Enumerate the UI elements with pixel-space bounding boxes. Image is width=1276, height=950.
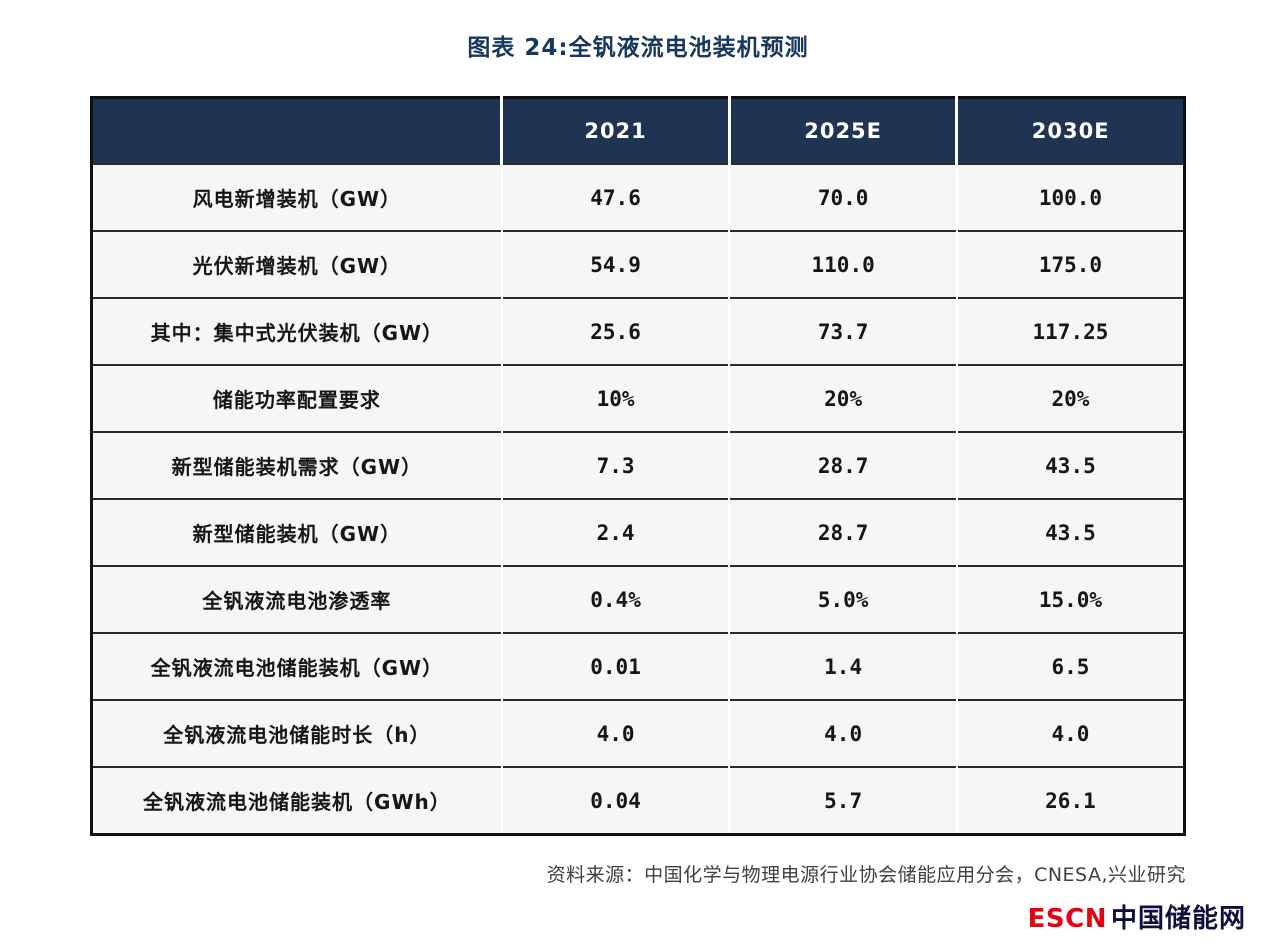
cell-value: 5.0% [728,565,957,633]
row-label: 其中：集中式光伏装机（GW） [91,297,502,365]
header-cell-2030e: 2030E [955,97,1185,164]
header-cell-empty [91,97,502,164]
header-cell-2025e: 2025E [727,97,957,164]
row-label: 光伏新增装机（GW） [91,230,502,298]
header-cell-2021: 2021 [500,97,730,164]
cell-value: 4.0 [955,699,1185,767]
cell-value: 73.7 [728,297,957,365]
row-label: 新型储能装机需求（GW） [91,431,502,499]
header-row: 2021 2025E 2030E [91,97,1185,164]
data-table: 2021 2025E 2030E 风电新增装机（GW） 47.6 70.0 10… [90,96,1186,836]
cell-value: 54.9 [500,230,730,298]
row-label: 风电新增装机（GW） [91,163,502,231]
page-title: 图表 24:全钒液流电池装机预测 [467,35,809,61]
cell-value: 110.0 [728,230,957,298]
cell-value: 6.5 [955,632,1185,700]
cell-value: 2.4 [500,498,730,566]
cell-value: 5.7 [728,766,957,835]
cell-value: 47.6 [500,163,730,231]
logo-escn-text: ESCN [1027,904,1107,934]
table-row: 储能功率配置要求 10% 20% 20% [91,364,1185,432]
table-row: 全钒液流电池储能装机（GW） 0.01 1.4 6.5 [91,632,1185,700]
table-row: 全钒液流电池渗透率 0.4% 5.0% 15.0% [91,565,1185,633]
cell-value: 28.7 [728,431,957,499]
cell-value: 4.0 [500,699,730,767]
row-label: 全钒液流电池渗透率 [91,565,502,633]
table-row: 全钒液流电池储能装机（GWh） 0.04 5.7 26.1 [91,766,1185,835]
cell-value: 7.3 [500,431,730,499]
cell-value: 10% [500,364,730,432]
cell-value: 28.7 [728,498,957,566]
escn-logo: ESCN 中国储能网 [1028,898,1246,935]
cell-value: 26.1 [955,766,1185,835]
cell-value: 100.0 [955,163,1185,231]
cell-value: 43.5 [955,498,1185,566]
cell-value: 4.0 [728,699,957,767]
cell-value: 25.6 [500,297,730,365]
table-row: 新型储能装机（GW） 2.4 28.7 43.5 [91,498,1185,566]
cell-value: 70.0 [728,163,957,231]
cell-value: 43.5 [955,431,1185,499]
row-label: 全钒液流电池储能装机（GWh） [91,766,502,835]
table-row: 其中：集中式光伏装机（GW） 25.6 73.7 117.25 [91,297,1185,365]
cell-value: 0.4% [500,565,730,633]
table-figure: 2021 2025E 2030E 风电新增装机（GW） 47.6 70.0 10… [90,96,1186,836]
cell-value: 20% [955,364,1185,432]
cell-value: 0.01 [500,632,730,700]
table-row: 光伏新增装机（GW） 54.9 110.0 175.0 [91,230,1185,298]
source-text: 资料来源：中国化学与物理电源行业协会储能应用分会，CNESA,兴业研究 [546,864,1186,886]
row-label: 新型储能装机（GW） [91,498,502,566]
cell-value: 0.04 [500,766,730,835]
table-row: 新型储能装机需求（GW） 7.3 28.7 43.5 [91,431,1185,499]
cell-value: 117.25 [955,297,1185,365]
cell-value: 20% [728,364,957,432]
logo-site-text: 中国储能网 [1110,904,1246,934]
cell-value: 1.4 [728,632,957,700]
cell-value: 15.0% [955,565,1185,633]
row-label: 全钒液流电池储能装机（GW） [91,632,502,700]
row-label: 全钒液流电池储能时长（h） [91,699,502,767]
row-label: 储能功率配置要求 [91,364,502,432]
table-row: 全钒液流电池储能时长（h） 4.0 4.0 4.0 [91,699,1185,767]
table-row: 风电新增装机（GW） 47.6 70.0 100.0 [91,163,1185,231]
cell-value: 175.0 [955,230,1185,298]
